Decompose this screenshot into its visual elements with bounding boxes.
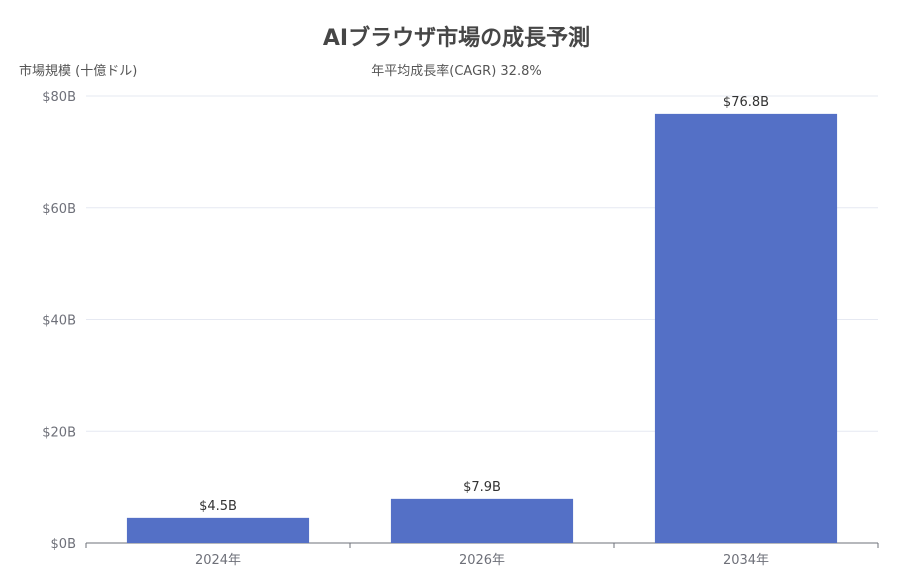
y-tick-label: $20B <box>42 425 76 440</box>
y-tick-label: $40B <box>42 314 76 329</box>
y-tick-label: $60B <box>42 202 76 217</box>
x-tick-label: 2024年 <box>195 553 241 568</box>
bar <box>126 517 310 543</box>
x-tick-label: 2026年 <box>459 553 505 568</box>
bar <box>654 113 838 543</box>
bar-value-label: $4.5B <box>199 499 237 514</box>
y-tick-label: $80B <box>42 90 76 105</box>
x-tick-label: 2034年 <box>723 553 769 568</box>
y-axis-title: 市場規模 (十億ドル) <box>19 64 138 79</box>
chart-subtitle: 年平均成長率(CAGR) 32.8% <box>371 64 542 79</box>
chart-title: AIブラウザ市場の成長予測 <box>322 26 591 51</box>
bar-value-label: $7.9B <box>463 480 501 495</box>
bar-value-label: $76.8B <box>723 95 769 110</box>
bar <box>390 498 574 543</box>
y-tick-label: $0B <box>51 537 76 552</box>
